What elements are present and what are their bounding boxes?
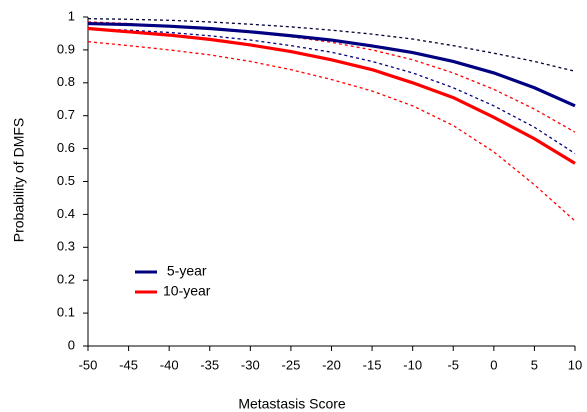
x-tick-label: 0 bbox=[490, 357, 497, 372]
x-tick-label: -30 bbox=[241, 357, 260, 372]
confidence-line bbox=[87, 41, 576, 222]
x-tick-label: -10 bbox=[403, 357, 422, 372]
y-tick-label: 0.9 bbox=[57, 41, 75, 56]
x-tick-label: -40 bbox=[160, 357, 179, 372]
x-tick-label: -15 bbox=[363, 357, 382, 372]
y-tick-label: 0.4 bbox=[57, 206, 75, 221]
y-tick-label: 0.3 bbox=[57, 239, 75, 254]
x-tick-label: 10 bbox=[568, 357, 582, 372]
y-axis-label: Probability of DMFS bbox=[11, 118, 27, 242]
x-tick-label: -45 bbox=[119, 357, 138, 372]
x-tick-label: -25 bbox=[282, 357, 301, 372]
legend-label: 5-year bbox=[163, 263, 207, 279]
y-tick-label: 0 bbox=[68, 337, 75, 352]
y-tick-label: 1 bbox=[68, 8, 75, 23]
x-tick-label: -20 bbox=[322, 357, 341, 372]
line bbox=[87, 21, 576, 108]
y-tick-label: 0.1 bbox=[57, 305, 75, 320]
y-tick-label: 0.8 bbox=[57, 74, 75, 89]
confidence-line bbox=[87, 27, 576, 155]
x-axis-label: Metastasis Score bbox=[238, 396, 346, 412]
x-tick-label: -50 bbox=[79, 357, 98, 372]
y-tick-label: 0.6 bbox=[57, 140, 75, 155]
x-tick-label: 5 bbox=[531, 357, 538, 372]
y-tick-label: 0.2 bbox=[57, 272, 75, 287]
line bbox=[87, 26, 576, 165]
x-tick-label: -5 bbox=[447, 357, 459, 372]
y-tick-label: 0.5 bbox=[57, 173, 75, 188]
x-tick-label: -35 bbox=[200, 357, 219, 372]
legend-label: 10-year bbox=[163, 283, 211, 299]
y-tick-label: 0.7 bbox=[57, 107, 75, 122]
